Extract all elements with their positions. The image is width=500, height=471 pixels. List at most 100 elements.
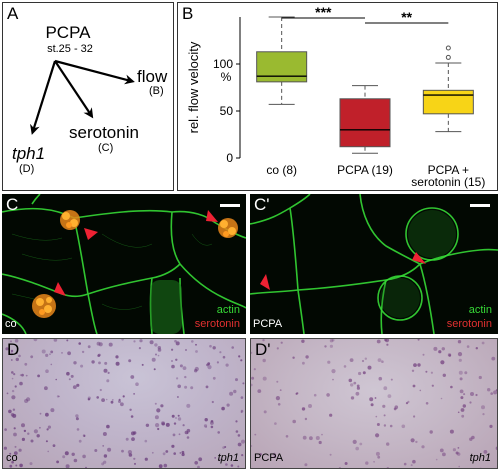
stained-cell bbox=[475, 347, 478, 350]
stained-cell bbox=[242, 382, 245, 385]
stained-cell bbox=[415, 440, 418, 444]
box-0 bbox=[256, 51, 308, 83]
box-1 bbox=[339, 98, 391, 148]
stained-cell bbox=[331, 339, 335, 342]
stained-cell bbox=[315, 436, 320, 440]
stained-cell bbox=[452, 448, 456, 452]
stained-cell bbox=[18, 354, 21, 358]
stained-cell bbox=[72, 385, 77, 389]
stained-cell bbox=[111, 399, 114, 401]
arrow-to-serotonin bbox=[54, 60, 94, 119]
stained-cell bbox=[175, 341, 180, 346]
stained-cell bbox=[76, 383, 80, 387]
stained-cell bbox=[39, 412, 42, 415]
stained-cell bbox=[186, 432, 189, 434]
stained-cell bbox=[12, 408, 16, 411]
stained-cell bbox=[21, 373, 24, 377]
stained-cell bbox=[155, 423, 160, 428]
stained-cell bbox=[240, 396, 244, 399]
stained-cell bbox=[375, 433, 380, 438]
stained-cell bbox=[10, 413, 15, 417]
stained-cell bbox=[102, 445, 105, 447]
stained-cell bbox=[16, 352, 18, 355]
panel-d-condition: co bbox=[6, 452, 18, 464]
stained-cell bbox=[430, 371, 433, 374]
stained-cell bbox=[9, 452, 12, 455]
stained-cell bbox=[103, 460, 107, 464]
stained-cell bbox=[103, 454, 108, 458]
stained-cell bbox=[405, 402, 409, 405]
y-axis-label: rel. flow velocity bbox=[186, 41, 201, 133]
stained-cell bbox=[455, 451, 459, 455]
stained-cell bbox=[37, 374, 40, 378]
stained-cell bbox=[13, 432, 17, 437]
stained-cell bbox=[433, 346, 438, 351]
stained-cell bbox=[149, 340, 154, 345]
stained-cell bbox=[186, 436, 190, 439]
stained-cell bbox=[462, 404, 466, 408]
stained-cell bbox=[447, 353, 452, 357]
stained-cell bbox=[53, 339, 58, 342]
stained-cell bbox=[139, 339, 143, 343]
stained-cell bbox=[171, 364, 175, 369]
stained-cell bbox=[21, 423, 25, 428]
stained-cell bbox=[176, 377, 179, 380]
stained-cell bbox=[238, 355, 241, 358]
stained-cell bbox=[365, 461, 369, 465]
stained-cell bbox=[171, 348, 174, 351]
stained-cell bbox=[106, 424, 110, 429]
stained-cell bbox=[355, 446, 359, 451]
stained-cell bbox=[128, 453, 133, 457]
stained-cell bbox=[128, 359, 132, 363]
scale-bar-pcpa bbox=[470, 204, 490, 207]
stained-cell bbox=[191, 340, 194, 343]
stained-cell bbox=[275, 396, 280, 401]
stained-cell bbox=[469, 401, 472, 404]
stained-cell bbox=[5, 347, 9, 351]
stained-cell bbox=[305, 355, 309, 359]
stained-cell bbox=[321, 433, 323, 436]
stained-cell bbox=[186, 403, 191, 408]
stained-cell bbox=[45, 353, 49, 357]
stained-cell bbox=[66, 339, 69, 342]
stained-cell bbox=[412, 459, 416, 464]
legend-actin-c: actin bbox=[216, 304, 240, 316]
stained-cell bbox=[11, 371, 14, 374]
stained-cell bbox=[178, 433, 181, 436]
stained-cell bbox=[24, 362, 28, 366]
stained-cell bbox=[13, 451, 18, 455]
panel-c-condition: co bbox=[5, 318, 17, 330]
stained-cell bbox=[326, 393, 330, 397]
stained-cell bbox=[263, 410, 267, 414]
stained-cell bbox=[331, 369, 336, 374]
stained-cell bbox=[14, 385, 17, 388]
stained-cell bbox=[9, 464, 13, 468]
stained-cell bbox=[80, 364, 84, 368]
stained-cell bbox=[121, 339, 124, 341]
stained-cell bbox=[469, 437, 473, 441]
stained-cell bbox=[273, 455, 277, 459]
stained-cell bbox=[175, 417, 177, 419]
stained-cell bbox=[375, 415, 378, 418]
stained-cell bbox=[82, 454, 86, 459]
stained-cell bbox=[374, 397, 377, 399]
stained-cell bbox=[318, 440, 322, 445]
stained-cell bbox=[107, 447, 112, 452]
panel-d2-condition: PCPA bbox=[254, 452, 284, 464]
stained-cell bbox=[190, 386, 194, 390]
stained-cell bbox=[224, 446, 227, 448]
stained-cell bbox=[237, 434, 241, 437]
stained-cell bbox=[458, 465, 460, 468]
stained-cell bbox=[235, 378, 238, 382]
stained-cell bbox=[237, 442, 242, 447]
stained-cell bbox=[39, 426, 41, 429]
stained-cell bbox=[292, 419, 296, 424]
y-tick-label-2: 100 bbox=[213, 57, 233, 71]
stained-cell bbox=[154, 343, 158, 347]
stained-cell bbox=[381, 360, 384, 363]
stained-cell bbox=[240, 359, 243, 362]
stained-cell bbox=[194, 461, 198, 465]
scale-bar bbox=[220, 204, 240, 207]
stained-cell bbox=[329, 413, 333, 417]
stained-cell bbox=[56, 395, 60, 398]
